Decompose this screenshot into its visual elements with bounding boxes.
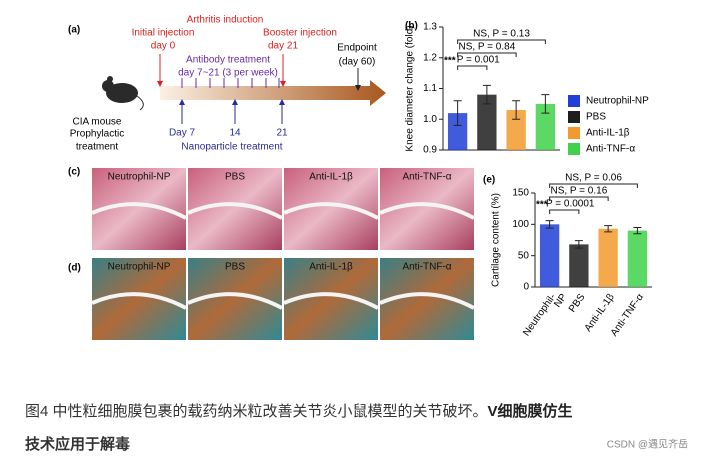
label: CIA mouse xyxy=(73,117,122,128)
legend-label: Anti-TNF-α xyxy=(586,144,635,155)
y-axis-title: Cartilage content (%) xyxy=(491,193,502,287)
significance-label: NS, P = 0.16 xyxy=(550,186,607,197)
tissue-gap xyxy=(187,292,283,310)
x-tick-label: PBS xyxy=(567,292,588,315)
y-tick-label: 1.0 xyxy=(423,114,437,125)
tissue-gap xyxy=(187,202,283,220)
significance-label: NS, P = 0.06 xyxy=(565,173,622,184)
label: day 0 xyxy=(151,41,176,52)
label: treatment xyxy=(76,142,118,153)
tissue-gap xyxy=(379,202,475,220)
significance-bracket xyxy=(549,196,609,201)
significance-label: P = 0.001 xyxy=(457,55,500,66)
legend-label: Neutrophil-NP xyxy=(586,96,649,107)
legend-label: Anti-IL-1β xyxy=(586,128,630,139)
caption: 图4 中性粒细胞膜包裹的载药纳米粒改善关节炎小鼠模型的关节破坏。V细胞膜仿生 xyxy=(25,402,573,420)
bar xyxy=(535,103,556,150)
y-tick-label: 150 xyxy=(512,188,529,199)
significance-bracket xyxy=(457,52,517,57)
y-tick-label: 100 xyxy=(512,219,529,230)
caption-text: 图4 中性粒细胞膜包裹的载药纳米粒改善关节炎小鼠模型的关节破坏。 xyxy=(25,403,488,420)
panel-label: (e) xyxy=(483,175,495,186)
error-bar xyxy=(633,226,642,235)
error-bar xyxy=(545,220,554,229)
bar xyxy=(506,110,526,150)
bar xyxy=(598,228,618,287)
bar xyxy=(627,230,648,287)
label: Initial injection xyxy=(132,28,195,39)
image-title: Anti-TNF-α xyxy=(402,262,451,273)
antibody-arrows xyxy=(181,78,280,88)
timeline xyxy=(160,80,386,106)
error-bar xyxy=(512,100,521,120)
label: Arthritis induction xyxy=(187,15,264,26)
label: 14 xyxy=(229,128,241,139)
y-tick-label: 1.3 xyxy=(423,22,437,33)
tissue-gap xyxy=(91,292,187,310)
image-title: Neutrophil-NP xyxy=(108,262,171,273)
image-title: Neutrophil-NP xyxy=(108,172,171,183)
y-tick-label: 50 xyxy=(518,250,530,261)
label: Day 7 xyxy=(169,128,196,139)
np-arrows xyxy=(179,99,285,124)
significance-bracket xyxy=(549,209,580,214)
image-title: Anti-TNF-α xyxy=(402,172,451,183)
label: (day 60) xyxy=(339,57,376,68)
label: Booster injection xyxy=(263,28,337,39)
bar xyxy=(447,113,468,150)
caption-bold: V细胞膜仿生 xyxy=(488,402,573,420)
label: Endpoint xyxy=(337,43,377,54)
image-title: Anti-IL-1β xyxy=(309,172,353,183)
significance-bracket xyxy=(457,65,488,70)
panel-label: (c) xyxy=(68,167,80,178)
y-tick-label: 0 xyxy=(523,282,529,293)
legend-swatch xyxy=(568,127,580,139)
significance-label: NS, P = 0.13 xyxy=(473,29,530,40)
label: Nanoparticle treatment xyxy=(181,142,282,153)
bar xyxy=(569,244,589,287)
legend-label: PBS xyxy=(586,112,606,123)
image-title: PBS xyxy=(225,262,245,273)
bar xyxy=(539,224,560,287)
error-bar xyxy=(604,225,613,233)
label: day 7~21 (3 per week) xyxy=(178,68,278,79)
tissue-gap xyxy=(283,292,379,310)
tissue-gap xyxy=(379,292,475,310)
y-tick-label: 1.2 xyxy=(423,52,437,63)
error-bar xyxy=(574,240,583,249)
watermark: CSDN @遇见齐岳 xyxy=(607,438,688,451)
label: Prophylactic xyxy=(70,129,124,140)
legend-swatch xyxy=(568,143,580,155)
image-title: Anti-IL-1β xyxy=(309,262,353,273)
significance-bracket xyxy=(457,39,546,44)
y-tick-label: 1.1 xyxy=(423,83,437,94)
bar xyxy=(477,94,497,150)
mouse-icon xyxy=(102,76,144,111)
y-tick-label: 0.9 xyxy=(423,145,437,156)
significance-bracket xyxy=(549,183,638,188)
error-bar xyxy=(482,84,491,105)
panel-label: (d) xyxy=(68,263,81,274)
label: day 21 xyxy=(268,41,298,52)
label: 21 xyxy=(276,128,288,139)
legend-swatch xyxy=(568,111,580,123)
caption-bold: 技术应用于解毒 xyxy=(25,435,130,453)
significance-stars: *** xyxy=(536,200,548,211)
significance-label: NS, P = 0.84 xyxy=(458,42,515,53)
significance-stars: *** xyxy=(444,56,456,67)
legend-swatch xyxy=(568,95,580,107)
panel-label: (b) xyxy=(405,21,418,32)
error-bar xyxy=(541,94,550,114)
panel-label: (a) xyxy=(68,25,80,36)
error-bar xyxy=(453,100,462,126)
tissue-gap xyxy=(91,202,187,220)
label: Antibody treatment xyxy=(186,55,270,66)
significance-label: P = 0.0001 xyxy=(546,199,595,210)
image-title: PBS xyxy=(225,172,245,183)
tissue-gap xyxy=(283,202,379,220)
x-tick-label: Neutrophil- xyxy=(521,292,558,338)
y-axis-title: Knee diameter change (fold) xyxy=(405,25,416,151)
